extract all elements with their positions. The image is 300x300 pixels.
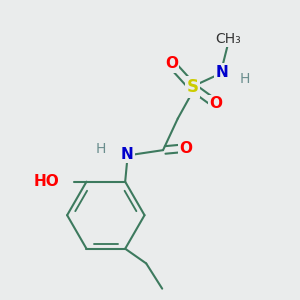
Text: H: H: [240, 72, 250, 86]
Text: HO: HO: [33, 174, 59, 189]
Text: O: O: [165, 56, 178, 71]
Text: N: N: [121, 147, 134, 162]
Text: CH₃: CH₃: [215, 32, 241, 46]
Text: O: O: [180, 140, 193, 155]
Text: O: O: [209, 96, 222, 111]
Text: S: S: [187, 78, 199, 96]
Text: H: H: [96, 142, 106, 156]
Text: N: N: [216, 65, 228, 80]
